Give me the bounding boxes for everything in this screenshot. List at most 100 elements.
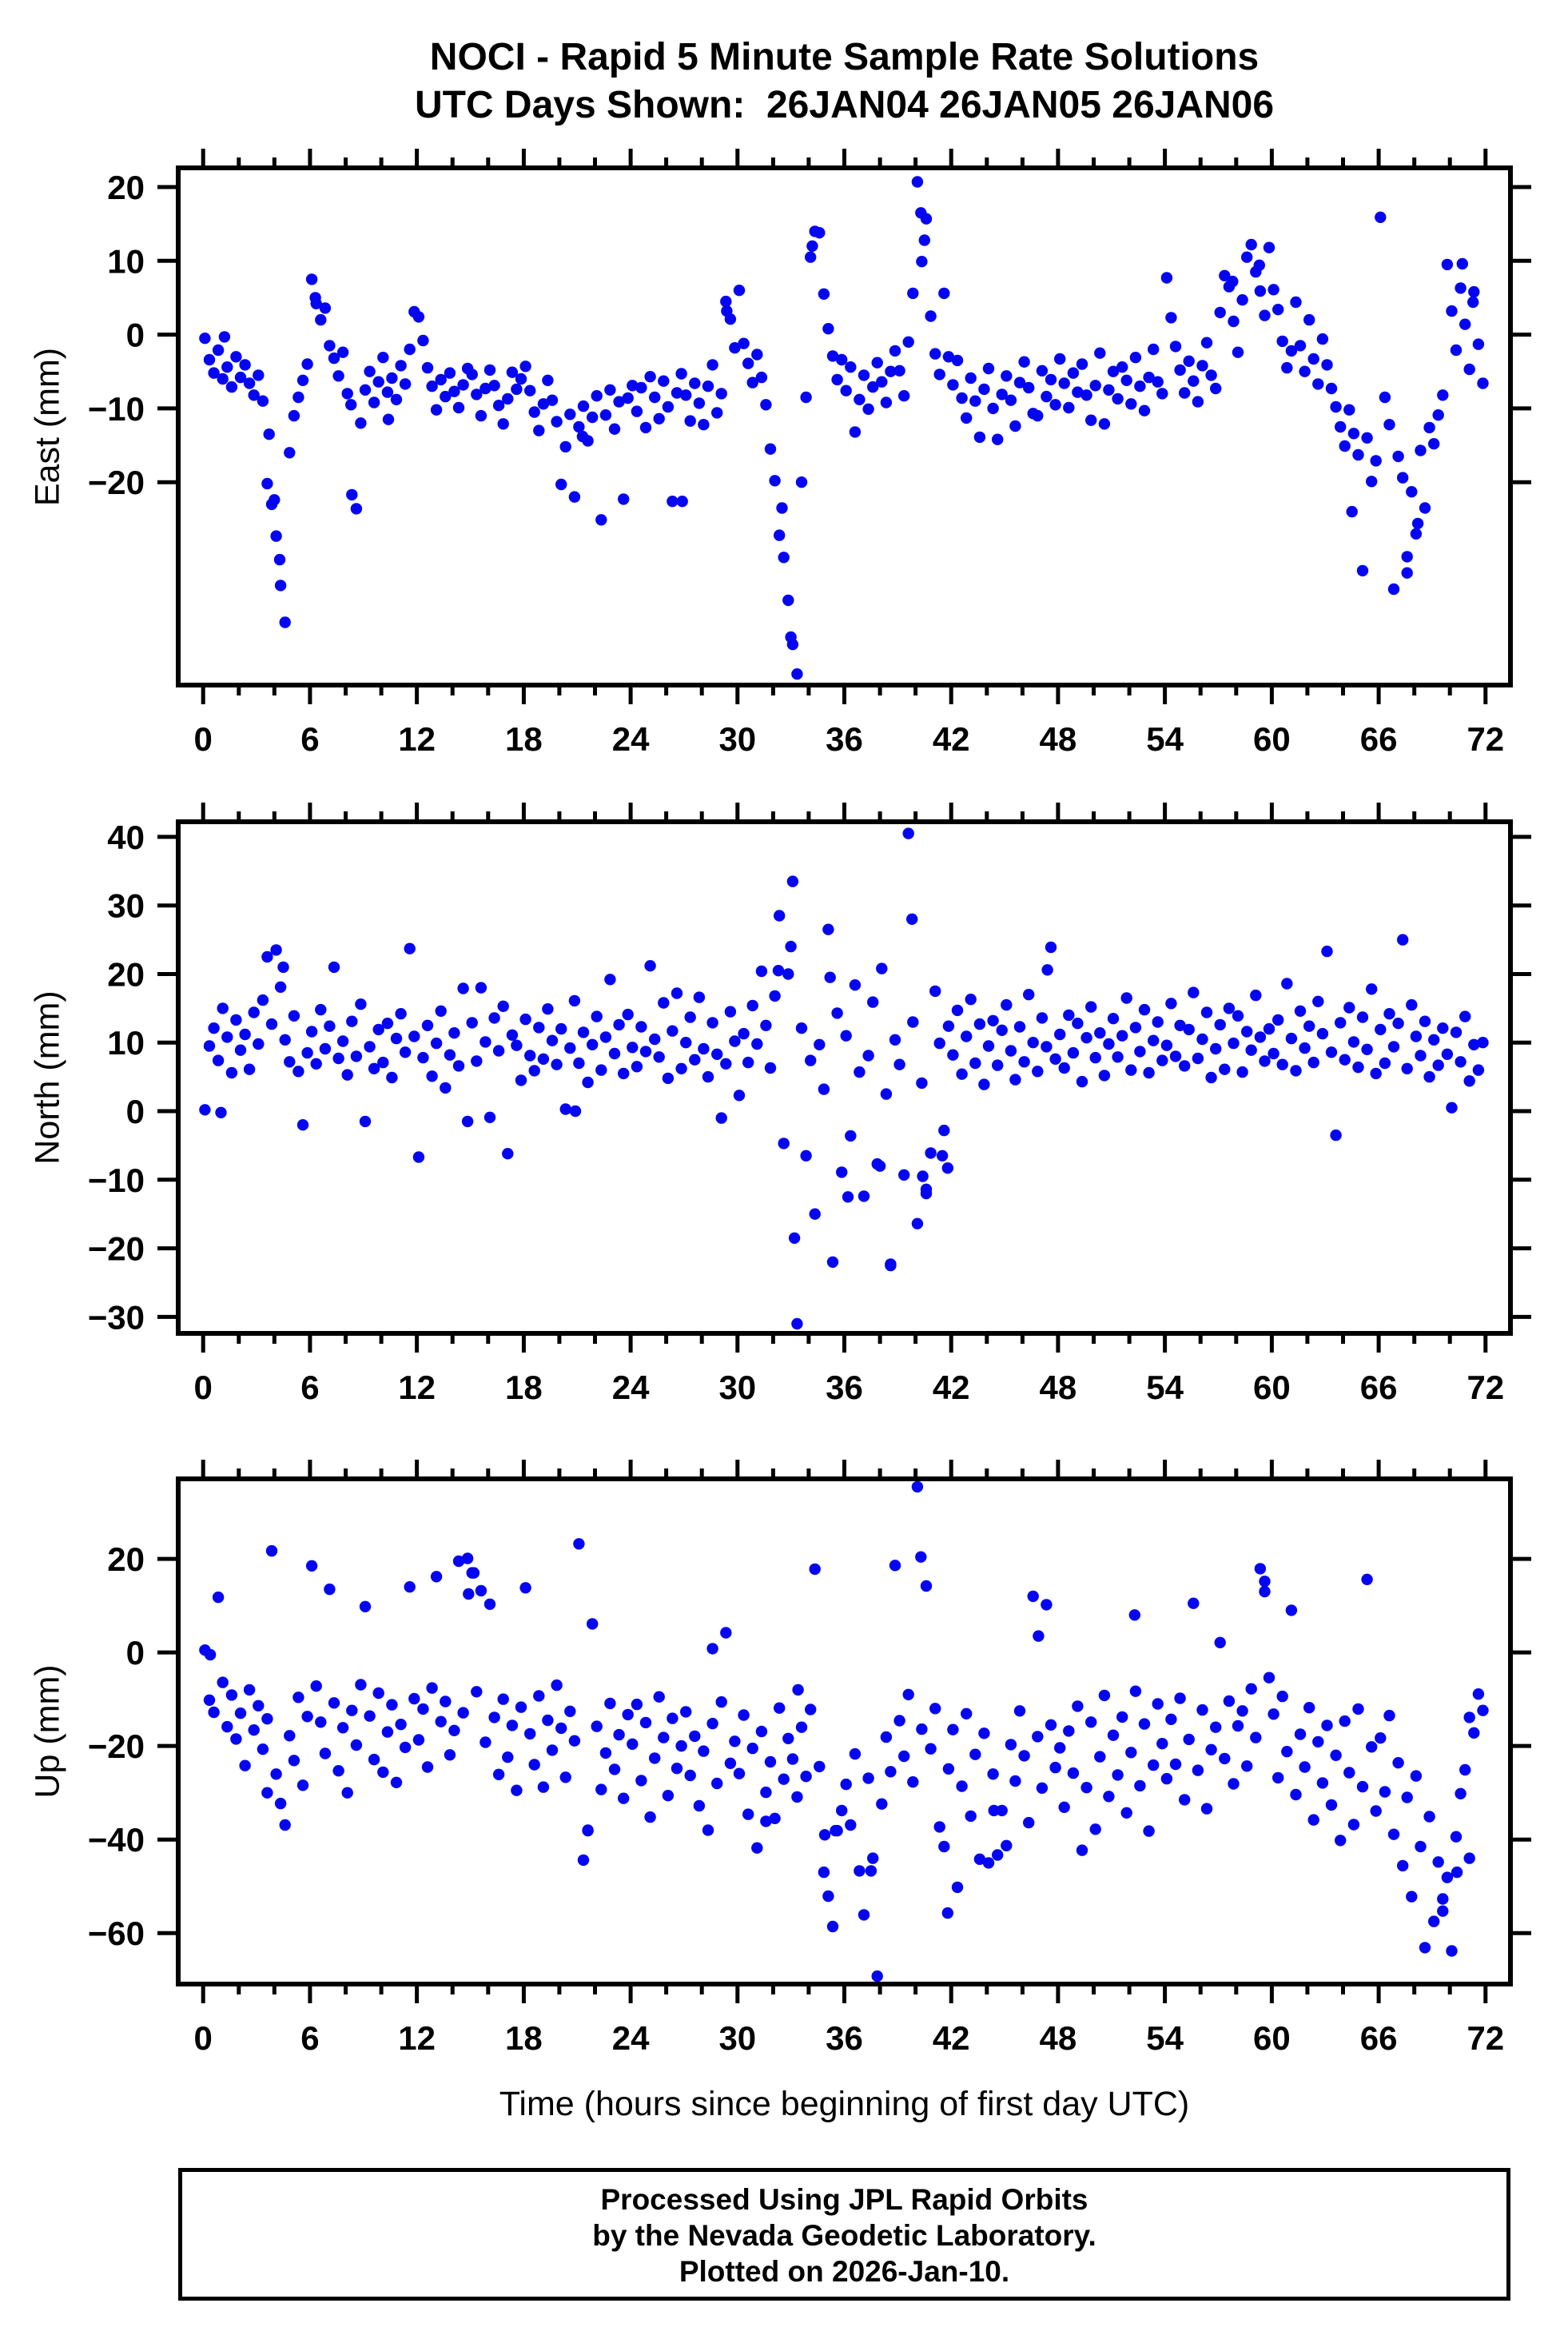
scatter-point: [1356, 564, 1369, 577]
scatter-point: [1232, 346, 1244, 358]
scatter-point: [608, 1047, 621, 1060]
scatter-point: [907, 287, 919, 300]
scatter-point: [738, 1027, 750, 1040]
scatter-point: [1214, 1018, 1226, 1031]
scatter-point: [671, 987, 683, 999]
scatter-point: [1347, 428, 1360, 440]
scatter-point: [346, 1015, 358, 1027]
scatter-point: [305, 273, 318, 285]
scatter-point: [1080, 1782, 1092, 1794]
scatter-point: [992, 1059, 1004, 1071]
svg-text:20: 20: [107, 956, 145, 994]
scatter-point: [1272, 1771, 1284, 1784]
scatter-point: [916, 1077, 928, 1090]
scatter-point: [1196, 1703, 1208, 1716]
scatter-point: [364, 1041, 376, 1053]
scatter-point: [951, 354, 964, 367]
scatter-point: [1072, 1700, 1084, 1712]
scatter-point: [1325, 382, 1338, 395]
scatter-point: [257, 994, 269, 1006]
scatter-point: [1472, 338, 1485, 350]
scatter-point: [1232, 1010, 1244, 1022]
scatter-point: [390, 393, 403, 405]
scatter-point: [212, 344, 225, 357]
scatter-point: [468, 1567, 480, 1579]
scatter-point: [452, 1555, 465, 1568]
scatter-point: [1276, 335, 1288, 348]
scatter-point: [684, 415, 696, 427]
scatter-point: [1343, 1767, 1355, 1779]
scatter-point: [1446, 1102, 1458, 1114]
scatter-point: [1183, 1023, 1195, 1036]
scatter-point: [346, 488, 358, 501]
footer-line-3: Plotted on 2026-Jan-10.: [679, 2255, 1010, 2288]
scatter-point: [1361, 432, 1373, 444]
scatter-point: [265, 1544, 278, 1557]
scatter-point: [204, 1648, 217, 1661]
scatter-point: [929, 985, 941, 998]
scatter-point: [1032, 1731, 1044, 1743]
scatter-point: [480, 1036, 491, 1048]
svg-text:24: 24: [612, 720, 650, 758]
scatter-point: [1205, 1743, 1217, 1755]
scatter-point: [831, 373, 843, 386]
scatter-point: [435, 373, 447, 386]
scatter-point: [293, 1692, 304, 1703]
scatter-point: [1148, 343, 1160, 356]
scatter-point: [1245, 1683, 1257, 1695]
scatter-point: [1125, 1064, 1137, 1076]
scatter-point: [273, 553, 286, 566]
scatter-point: [1125, 398, 1137, 410]
footer-box: Processed Using JPL Rapid Orbits by the …: [178, 2168, 1510, 2301]
scatter-point: [1455, 282, 1467, 294]
scatter-point: [555, 1022, 567, 1035]
scatter-point: [1036, 1012, 1049, 1024]
scatter-point: [1263, 1672, 1275, 1684]
scatter-point: [386, 1699, 398, 1711]
scatter-point: [1451, 1866, 1463, 1879]
scatter-point: [733, 285, 746, 297]
svg-text:0: 0: [194, 720, 213, 758]
scatter-point: [1205, 1071, 1217, 1084]
svg-text:48: 48: [1040, 2019, 1077, 2057]
scatter-point: [608, 423, 621, 435]
scatter-point: [1410, 1030, 1423, 1042]
scatter-point: [778, 1773, 790, 1785]
scatter-point: [1228, 315, 1240, 328]
scatter-point: [845, 1130, 857, 1142]
scatter-point: [1072, 386, 1084, 398]
scatter-point: [404, 343, 416, 356]
scatter-point: [1009, 1074, 1021, 1086]
scatter-point: [1228, 1037, 1240, 1050]
scatter-point: [399, 1741, 412, 1754]
scatter-point: [243, 377, 256, 389]
scatter-point: [936, 1150, 949, 1162]
scatter-point: [702, 1824, 714, 1836]
scatter-point: [987, 1768, 999, 1780]
svg-text:20: 20: [107, 1540, 145, 1578]
scatter-point: [448, 385, 460, 397]
svg-text:6: 6: [300, 1369, 319, 1406]
scatter-point: [608, 1763, 621, 1775]
scatter-point: [675, 368, 687, 380]
scatter-point: [336, 1722, 349, 1734]
scatter-point: [230, 1733, 242, 1745]
scatter-point: [1356, 1780, 1369, 1793]
scatter-point: [471, 389, 483, 400]
scatter-point: [1232, 1719, 1244, 1732]
scatter-point: [261, 1713, 273, 1725]
scatter-point: [564, 408, 576, 420]
scatter-point: [1339, 1715, 1351, 1727]
svg-text:30: 30: [718, 720, 756, 758]
scatter-point: [568, 1735, 581, 1747]
svg-text:18: 18: [505, 2019, 543, 2057]
svg-text:10: 10: [107, 242, 145, 280]
scatter-point: [395, 1719, 407, 1731]
scatter-point: [269, 494, 281, 506]
scatter-point: [381, 1018, 394, 1030]
scatter-point: [720, 1627, 732, 1639]
svg-text:12: 12: [398, 2019, 436, 2057]
scatter-point: [769, 990, 781, 1002]
scatter-point: [925, 1743, 937, 1755]
scatter-point: [430, 1037, 443, 1050]
